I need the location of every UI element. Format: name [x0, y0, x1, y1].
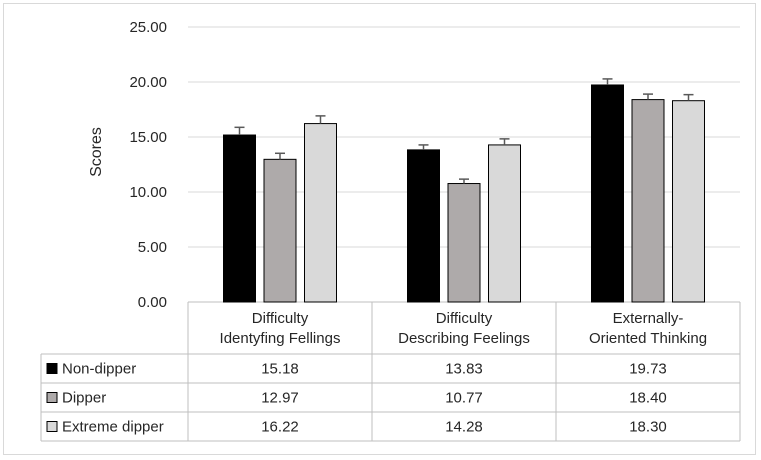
chart-frame — [3, 3, 756, 455]
category-label: Identyfing Fellings — [220, 330, 341, 347]
table-cell-value: 18.30 — [629, 419, 667, 436]
y-tick-label: 25.00 — [129, 19, 167, 36]
bar-dipper — [631, 99, 665, 303]
bar-extreme-dipper — [672, 100, 705, 303]
y-tick-label: 0.00 — [138, 294, 167, 311]
legend-label: Extreme dipper — [62, 419, 164, 436]
bar-extreme-dipper — [304, 123, 337, 303]
bar-dipper — [447, 183, 481, 303]
legend-key — [46, 363, 58, 374]
table-cell-value: 15.18 — [261, 361, 299, 378]
bar-extreme-dipper — [488, 144, 521, 303]
bar-non-dipper — [223, 134, 256, 303]
bar-dipper — [263, 158, 297, 303]
bar-non-dipper — [407, 149, 440, 303]
category-label: Difficulty — [252, 310, 309, 327]
y-tick-label: 5.00 — [138, 239, 167, 256]
category-label: Externally- — [613, 310, 684, 327]
y-tick-label: 15.00 — [129, 129, 167, 146]
table-cell-value: 19.73 — [629, 361, 667, 378]
category-label: Difficulty — [436, 310, 493, 327]
legend-key — [46, 392, 58, 403]
legend-label: Dipper — [62, 390, 106, 407]
legend-label: Non-dipper — [62, 361, 136, 378]
y-tick-label: 10.00 — [129, 184, 167, 201]
y-tick-label: 20.00 — [129, 74, 167, 91]
category-label: Oriented Thinking — [589, 330, 707, 347]
table-cell-value: 12.97 — [261, 390, 299, 407]
table-cell-value: 18.40 — [629, 390, 667, 407]
bar-non-dipper — [591, 84, 624, 303]
y-axis-label: Scores — [88, 127, 105, 177]
table-cell-value: 13.83 — [445, 361, 483, 378]
table-cell-value: 10.77 — [445, 390, 483, 407]
legend-key — [46, 421, 58, 432]
category-label: Describing Feelings — [398, 330, 530, 347]
table-cell-value: 16.22 — [261, 419, 299, 436]
table-cell-value: 14.28 — [445, 419, 483, 436]
